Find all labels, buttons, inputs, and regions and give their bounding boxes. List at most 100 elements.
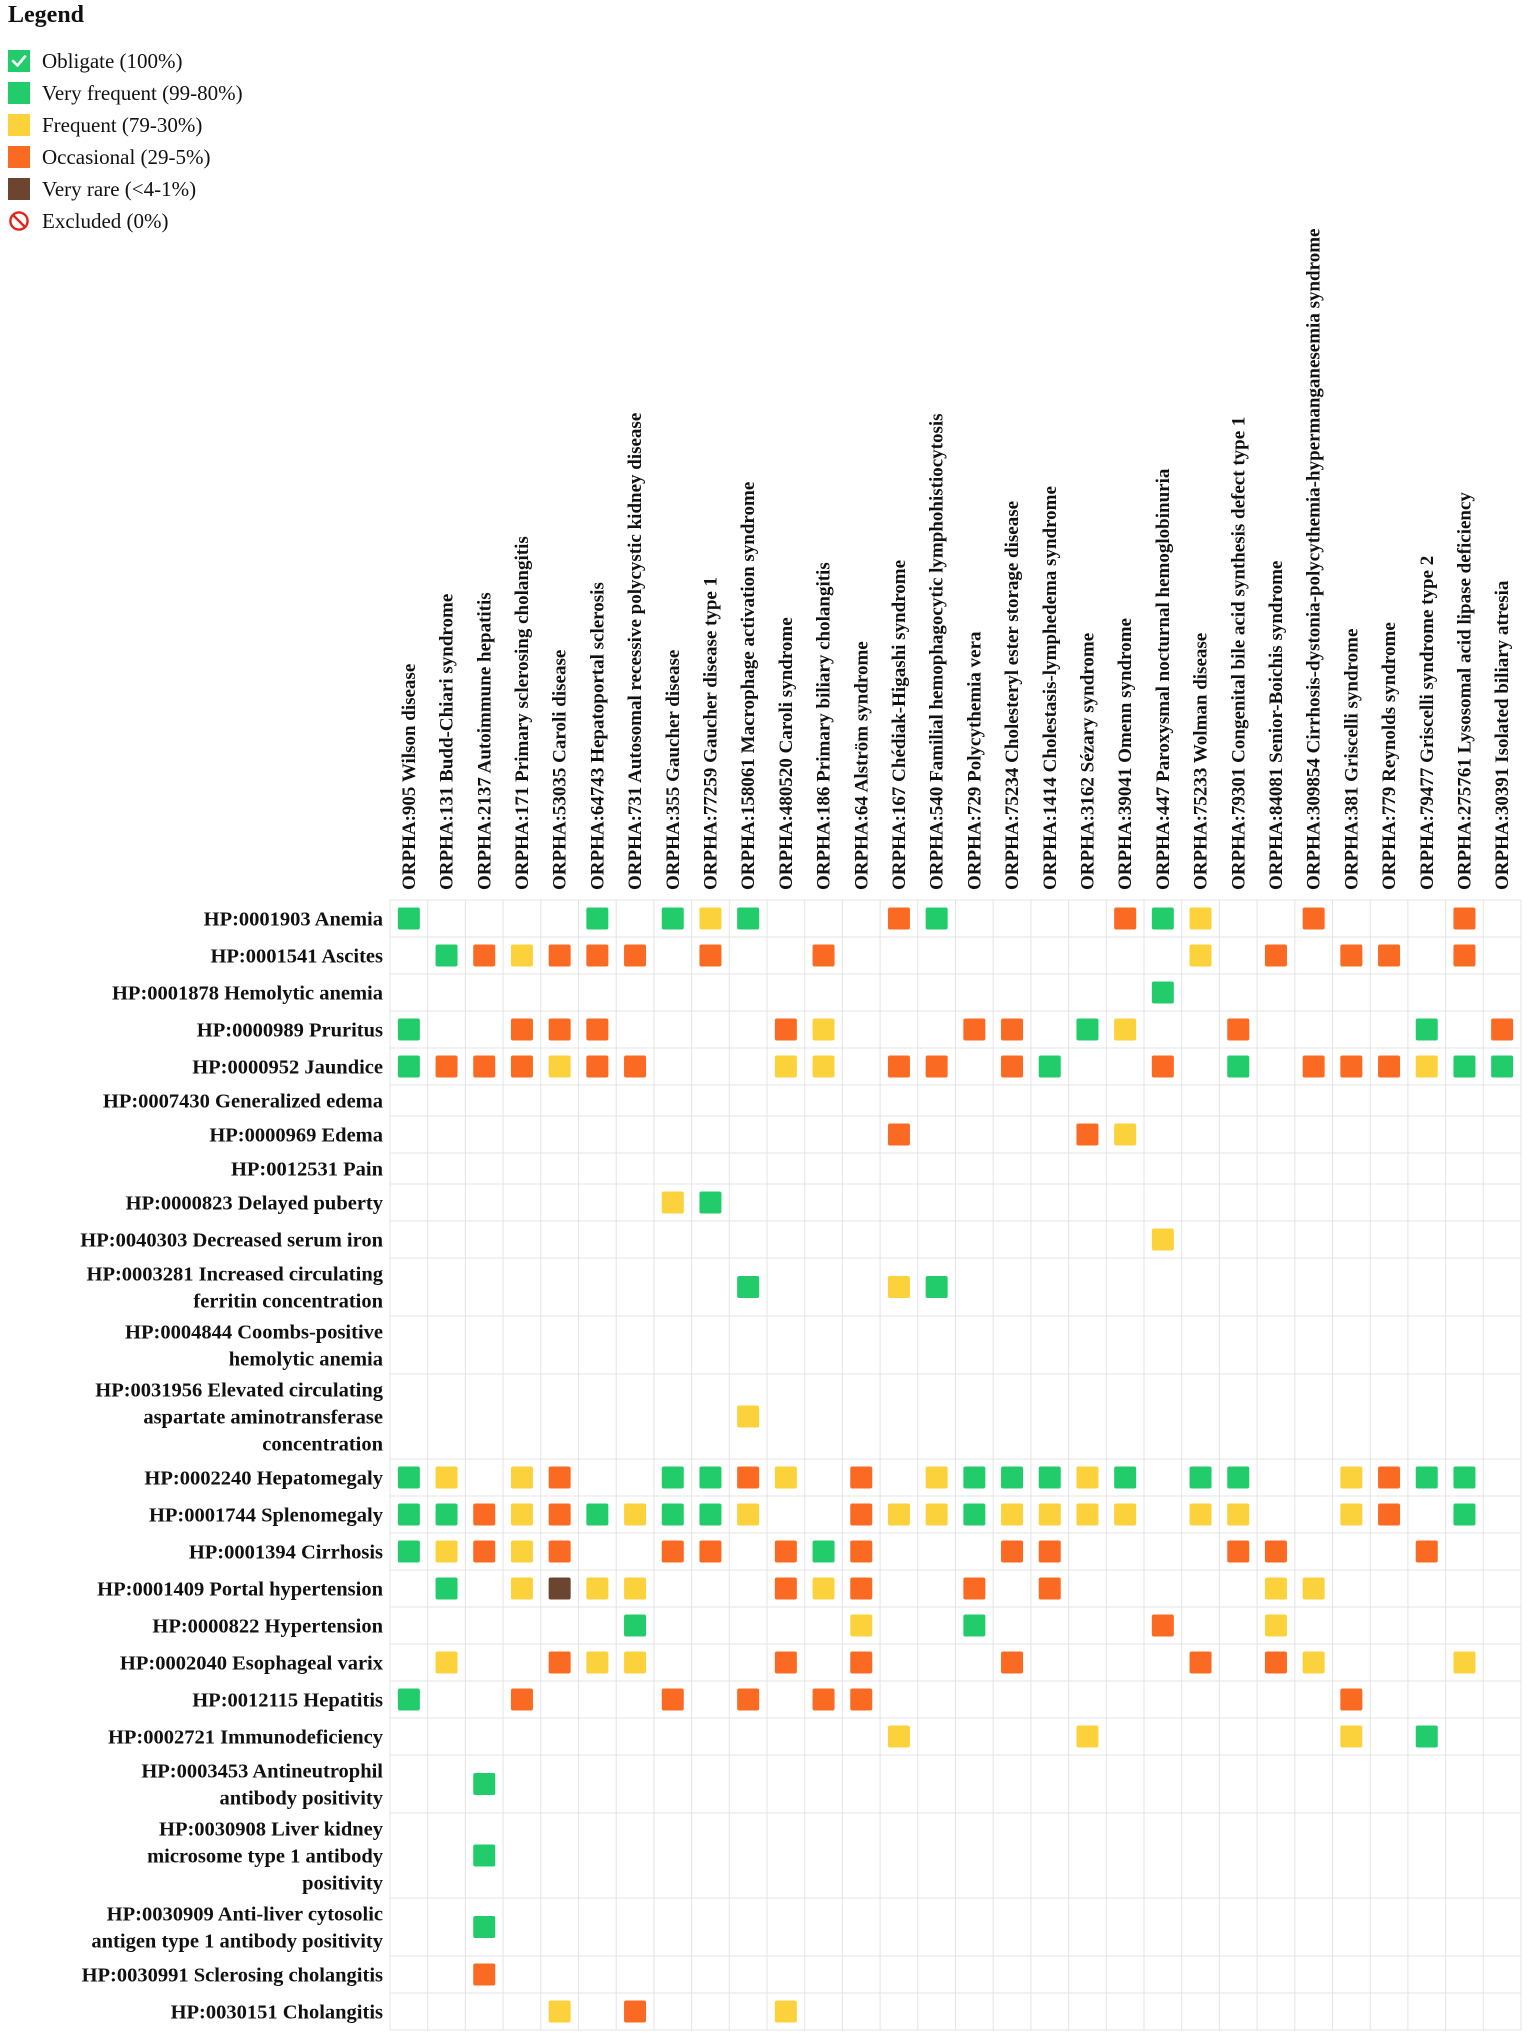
heatmap-cell [548, 2000, 571, 2023]
heatmap-cell [963, 1503, 986, 1526]
heatmap-cell [1302, 1055, 1325, 1078]
row-label: HP:0002240 Hepatomegaly [144, 1468, 383, 1490]
heatmap-cell [624, 1651, 647, 1674]
column-label: ORPHA:3162 Sézary syndrome [1077, 633, 1098, 890]
legend-label: Occasional (29-5%) [42, 144, 211, 169]
heatmap-cell [510, 1540, 533, 1563]
heatmap-cell [473, 1844, 496, 1867]
row-label: HP:0012115 Hepatitis [192, 1690, 383, 1712]
legend-label: Very rare (<4-1%) [42, 176, 197, 201]
heatmap-cell [1189, 1466, 1212, 1489]
row-label: HP:0007430 Generalized edema [103, 1091, 383, 1113]
heatmap-cell [1038, 1577, 1061, 1600]
heatmap-cell [963, 1614, 986, 1637]
heatmap-cell [510, 1055, 533, 1078]
heatmap-cell [737, 1466, 760, 1489]
row-label: HP:0003281 Increased circulating ferritin… [87, 1264, 384, 1313]
heatmap-cell [624, 1503, 647, 1526]
heatmap-cell [473, 1963, 496, 1986]
heatmap-cell [548, 1466, 571, 1489]
heatmap-cell [1114, 1123, 1137, 1146]
heatmap-cell [1001, 1651, 1024, 1674]
heatmap-cell [1038, 1540, 1061, 1563]
heatmap-cell [1264, 1577, 1287, 1600]
heatmap-cell [1264, 1614, 1287, 1637]
heatmap-cell [1453, 907, 1476, 930]
heatmap-cell [473, 1540, 496, 1563]
heatmap-cell [1340, 1055, 1363, 1078]
heatmap-cell [1415, 1725, 1438, 1748]
heatmap-cell [774, 1540, 797, 1563]
column-label: ORPHA:39041 Omenn syndrome [1115, 618, 1136, 890]
heatmap-cell [624, 1614, 647, 1637]
column-label: ORPHA:79477 Griscelli syndrome type 2 [1417, 556, 1438, 890]
heatmap-cell [510, 944, 533, 967]
heatmap-cell [1378, 1055, 1401, 1078]
legend-item-excluded: Excluded (0%) [8, 205, 243, 237]
heatmap-cell [1227, 1503, 1250, 1526]
heatmap-cell [737, 907, 760, 930]
row-label: HP:0000969 Edema [209, 1125, 383, 1147]
heatmap-cell [661, 1466, 684, 1489]
heatmap-cell [510, 1018, 533, 1041]
heatmap-cell [1378, 1503, 1401, 1526]
heatmap-cell [1415, 1055, 1438, 1078]
heatmap-cell [624, 1055, 647, 1078]
row-label: HP:0002721 Immunodeficiency [108, 1727, 384, 1749]
heatmap-cell [435, 944, 458, 967]
heatmap-cell [1076, 1018, 1099, 1041]
heatmap-cell [435, 1055, 458, 1078]
legend-label: Frequent (79-30%) [42, 112, 203, 137]
heatmap-cell [397, 1055, 420, 1078]
heatmap-cell [1491, 1055, 1514, 1078]
heatmap-cell [435, 1503, 458, 1526]
heatmap-cell [661, 1688, 684, 1711]
column-label: ORPHA:158061 Macrophage activation syndr… [738, 482, 759, 890]
heatmap-cell [397, 907, 420, 930]
heatmap-cell [1001, 1503, 1024, 1526]
heatmap-cell [548, 1651, 571, 1674]
column-label: ORPHA:729 Polycythemia vera [964, 631, 985, 890]
heatmap-cell [1302, 1577, 1325, 1600]
legend-label: Obligate (100%) [42, 48, 183, 73]
heatmap-cell [548, 1503, 571, 1526]
heatmap-cell [1302, 907, 1325, 930]
heatmap-cell [1340, 1466, 1363, 1489]
row-label: HP:0030151 Cholangitis [171, 2002, 383, 2024]
heatmap-cell [963, 1018, 986, 1041]
row-label: HP:0000989 Pruritus [197, 1020, 383, 1042]
column-label: ORPHA:53035 Caroli disease [550, 650, 571, 890]
row-label: HP:0000823 Delayed puberty [126, 1193, 384, 1215]
heatmap-cell [887, 1276, 910, 1298]
heatmap-cell [887, 1725, 910, 1748]
heatmap-cell [774, 1055, 797, 1078]
column-label: ORPHA:2137 Autoimmune hepatitis [474, 592, 495, 890]
column-label: ORPHA:75233 Wolman disease [1191, 633, 1212, 890]
heatmap-cell [586, 1055, 609, 1078]
column-label: ORPHA:381 Griscelli syndrome [1341, 629, 1362, 890]
heatmap-cell [1227, 1055, 1250, 1078]
column-label: ORPHA:480520 Caroli syndrome [776, 617, 797, 890]
heatmap-cell [774, 1577, 797, 1600]
heatmap-cell [925, 907, 948, 930]
heatmap-cell [925, 1503, 948, 1526]
heatmap-cell [1340, 1725, 1363, 1748]
row-label: HP:0001878 Hemolytic anemia [112, 983, 383, 1005]
column-label: ORPHA:447 Paroxysmal nocturnal hemoglobi… [1153, 468, 1174, 890]
heatmap-cell [397, 1688, 420, 1711]
heatmap-cell [1151, 1228, 1174, 1251]
row-label: HP:0001409 Portal hypertension [97, 1579, 383, 1601]
heatmap-cell [397, 1540, 420, 1563]
column-label: ORPHA:64743 Hepatoportal sclerosis [587, 582, 608, 890]
heatmap-cell [548, 1018, 571, 1041]
heatmap-cell [1264, 1540, 1287, 1563]
heatmap-cell [887, 1503, 910, 1526]
column-label: ORPHA:905 Wilson disease [399, 664, 420, 890]
heatmap-cell [435, 1577, 458, 1600]
heatmap-cell [1453, 944, 1476, 967]
heatmap-cell [624, 2000, 647, 2023]
heatmap-cell [1340, 944, 1363, 967]
heatmap-cell [586, 1651, 609, 1674]
row-label: HP:0001394 Cirrhosis [189, 1542, 383, 1564]
